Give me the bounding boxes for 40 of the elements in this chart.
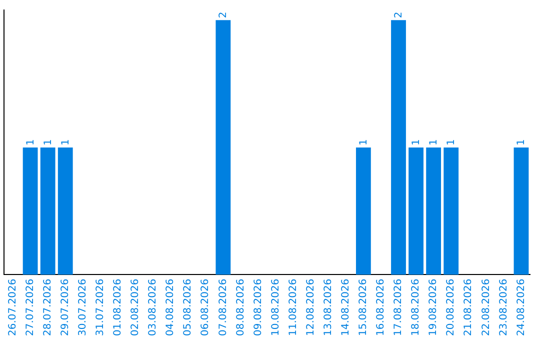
x-tick-label: 17.08.2026 xyxy=(393,278,404,336)
x-tick-label: 19.08.2026 xyxy=(428,278,440,336)
x-tick-label: 20.08.2026 xyxy=(446,278,457,336)
x-tick-label: 31.07.2026 xyxy=(95,278,106,336)
x-tick-label: 07.08.2026 xyxy=(218,278,229,336)
x-tick-label: 08.08.2026 xyxy=(235,278,246,336)
x-tick-label: 10.08.2026 xyxy=(270,278,282,336)
x-tick-label: 04.08.2026 xyxy=(165,278,176,336)
x-tick-label: 18.08.2026 xyxy=(410,278,422,336)
x-tick-label: 03.08.2026 xyxy=(148,278,159,336)
data-label: 1 xyxy=(358,139,370,146)
x-tick-label: 28.07.2026 xyxy=(42,278,54,336)
x-tick-label: 01.08.2026 xyxy=(112,278,124,336)
x-tick-label: 24.08.2026 xyxy=(516,278,527,336)
x-tick-label: 29.07.2026 xyxy=(60,278,71,336)
data-label: 1 xyxy=(516,139,528,146)
x-tick-label: 22.08.2026 xyxy=(480,278,492,336)
x-tick-label: 27.07.2026 xyxy=(24,278,36,336)
x-tick-label: 14.08.2026 xyxy=(340,278,352,336)
data-label: 1 xyxy=(428,139,440,146)
x-tick-label: 06.08.2026 xyxy=(200,278,212,336)
x-tick-label: 02.08.2026 xyxy=(130,278,142,336)
data-label: 1 xyxy=(42,139,54,146)
data-label: 1 xyxy=(25,139,36,146)
x-tick-label: 09.08.2026 xyxy=(252,278,264,336)
data-label: 2 xyxy=(394,12,404,18)
x-tick-label: 23.08.2026 xyxy=(498,278,510,336)
x-tick-label: 16.08.2026 xyxy=(376,278,387,336)
x-tick-label: 26.07.2026 xyxy=(7,278,18,336)
x-tick-label: 15.08.2026 xyxy=(358,278,370,336)
data-label: 1 xyxy=(411,139,422,146)
data-label: 1 xyxy=(60,139,72,146)
data-label: 1 xyxy=(446,139,458,146)
x-tick-label: 11.08.2026 xyxy=(288,278,299,336)
x-tick-label: 05.08.2026 xyxy=(182,278,194,336)
x-tick-label: 21.08.2026 xyxy=(463,278,474,336)
x-tick-label: 13.08.2026 xyxy=(322,278,334,336)
x-tick-label: 30.07.2026 xyxy=(77,278,88,336)
data-label: 2 xyxy=(218,12,230,18)
x-tick-label: 12.08.2026 xyxy=(305,278,316,336)
